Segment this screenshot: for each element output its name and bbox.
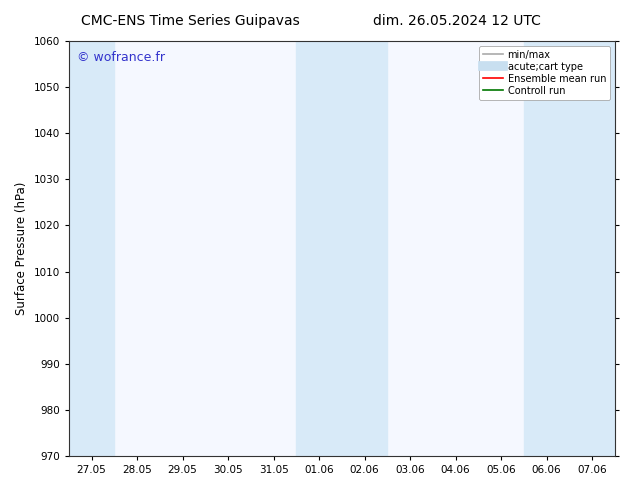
Y-axis label: Surface Pressure (hPa): Surface Pressure (hPa): [15, 182, 28, 315]
Bar: [524, 41, 615, 456]
Text: © wofrance.fr: © wofrance.fr: [77, 51, 165, 64]
Bar: [69, 41, 114, 456]
Legend: min/max, acute;cart type, Ensemble mean run, Controll run: min/max, acute;cart type, Ensemble mean …: [479, 46, 610, 99]
Bar: [296, 41, 387, 456]
Text: dim. 26.05.2024 12 UTC: dim. 26.05.2024 12 UTC: [373, 14, 540, 28]
Text: CMC-ENS Time Series Guipavas: CMC-ENS Time Series Guipavas: [81, 14, 300, 28]
